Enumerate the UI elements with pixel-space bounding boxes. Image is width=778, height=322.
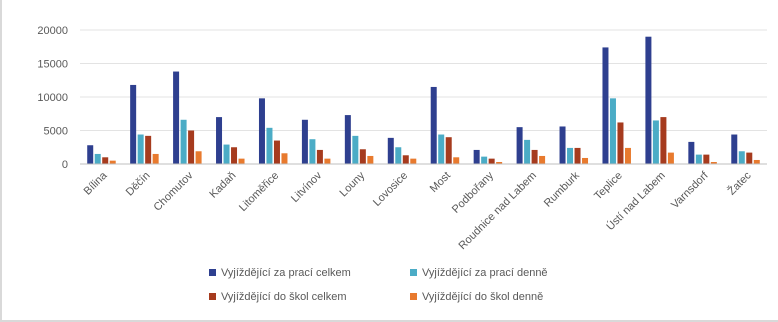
bar [344,115,351,164]
bar [746,152,753,164]
x-category-label: Most [428,170,453,195]
y-tick-label: 10000 [37,92,68,104]
bar [359,149,366,164]
bar [652,120,659,164]
bar [567,147,574,164]
bar [188,130,195,164]
bar [94,153,101,164]
legend: Vyjíždějící za prací celkem Vyjíždějící z… [209,267,548,303]
y-tick-label: 20000 [37,25,68,37]
x-category-label: Bílina [82,169,111,198]
legend-label: Vyjíždějící za prací denně [422,267,548,279]
bar [130,84,137,164]
bar [488,158,495,164]
bar [695,154,702,164]
x-category-label: Lovosice [371,170,410,209]
bar [738,151,745,164]
bar [301,119,308,164]
bar [703,154,710,164]
legend-swatch [410,293,417,300]
bar [258,98,265,164]
bars [87,36,760,165]
bar [152,153,159,164]
bar [688,141,695,164]
bar [524,139,531,164]
x-category-label: Litoměřice [237,170,281,214]
x-category-label: Žatec [725,169,754,198]
bar [238,158,245,164]
bar [645,36,652,165]
legend-label: Vyjíždějící do škol celkem [221,291,347,303]
bar [410,158,417,164]
bar [582,157,589,164]
legend-swatch [410,269,417,276]
bar [430,86,437,164]
bar [223,144,230,164]
bar [195,151,202,164]
bar [667,152,674,164]
x-category-label: Děčín [124,170,153,199]
bar [617,122,624,164]
bar [516,127,523,164]
bar [387,137,394,164]
bar [660,117,667,164]
bar [137,134,144,164]
y-axis-ticks: 0 5000 10000 15000 20000 [37,25,68,171]
y-tick-label: 15000 [37,59,68,71]
x-category-label: Louny [338,169,368,199]
bar [753,159,760,164]
x-category-label: Kadaň [207,170,238,201]
bar [173,71,180,164]
bar [367,155,374,164]
bar [445,137,452,164]
bar [531,149,538,164]
bar [309,139,316,164]
bar [102,157,109,164]
bar [731,134,738,164]
x-category-label: Varnsdorf [669,169,711,211]
gridlines [80,29,767,131]
y-tick-label: 0 [62,159,68,171]
x-category-label: Litvínov [289,169,325,205]
bar [324,158,331,164]
x-category-label: Teplice [592,170,625,203]
bar [87,145,94,164]
bar [402,155,409,164]
y-tick-label: 5000 [44,126,68,138]
bar [473,149,480,164]
bar [231,147,238,164]
bar [602,47,609,164]
bar [316,149,323,164]
x-category-label: Chomutov [152,169,196,213]
x-category-label: Podbořany [450,169,496,215]
bar [559,126,566,164]
bar [352,135,359,164]
bar [539,155,546,164]
bar [145,135,152,164]
bar [180,119,187,164]
bar [574,147,581,164]
bar [281,153,288,164]
bar [438,134,445,164]
bar [453,157,460,164]
bar [273,140,280,164]
x-category-label: Roudnice nad Labem [457,170,539,252]
bar [496,161,503,164]
bar [266,127,273,164]
bar [481,156,488,164]
bar [624,147,631,164]
bar [609,98,616,164]
bar [216,117,223,164]
legend-swatch [209,293,216,300]
bar [395,147,402,164]
legend-label: Vyjíždějící za prací celkem [221,267,351,279]
bar [710,161,717,164]
x-category-label: Rumburk [542,169,582,209]
bar [109,160,116,164]
legend-label: Vyjíždějící do škol denně [422,291,543,303]
legend-swatch [209,269,216,276]
